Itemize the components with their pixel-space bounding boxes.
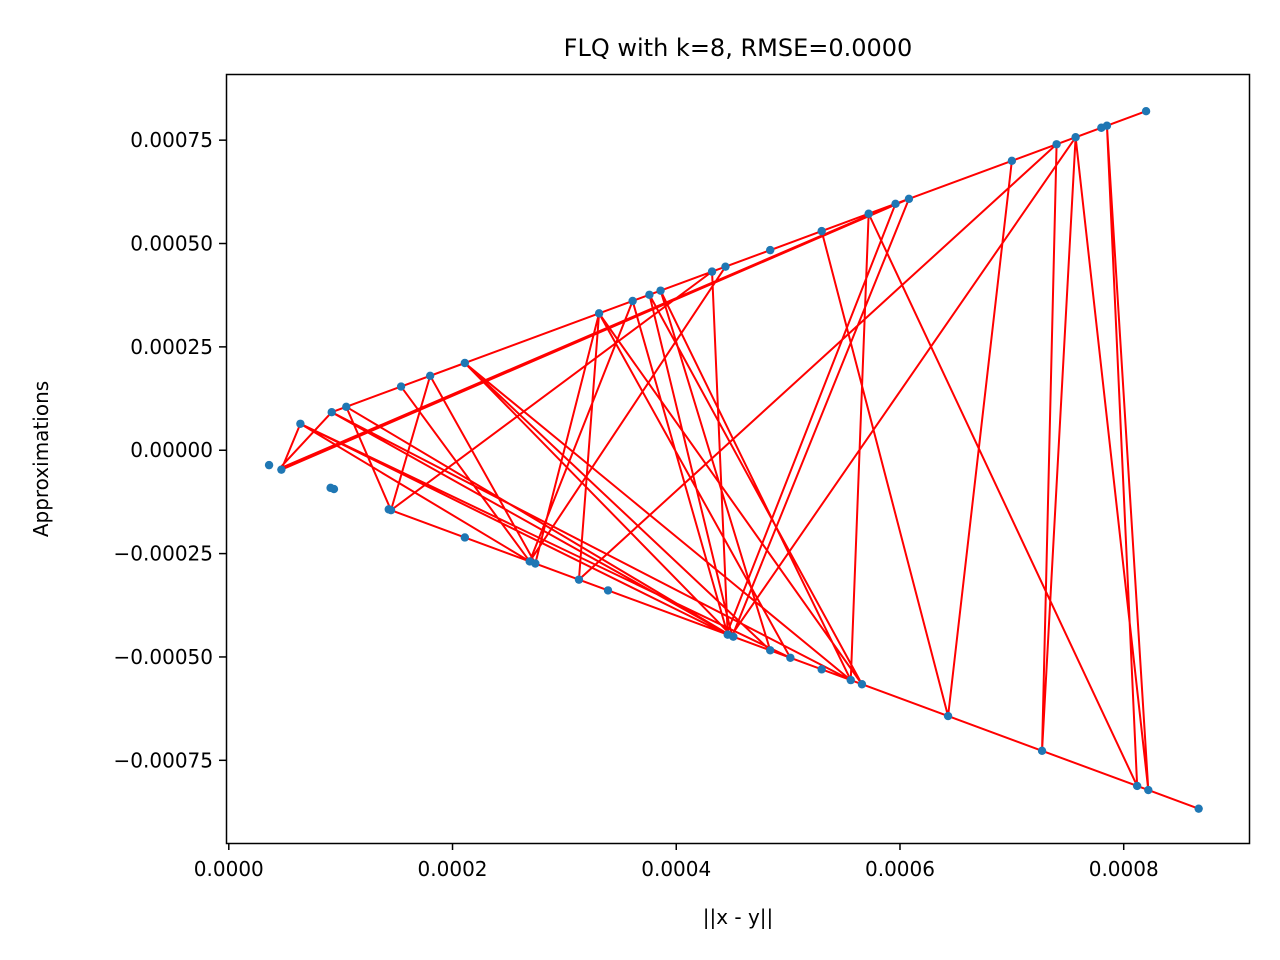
x-axis-label: ||x - y|| [703,905,774,929]
data-point [1097,123,1106,132]
data-point [786,653,795,662]
plot-frame [225,73,1251,845]
data-point [766,245,775,255]
data-point [603,586,613,595]
data-point [721,262,730,271]
y-tick-label: 0.00000 [130,438,213,462]
data-point [645,290,654,299]
data-point [396,382,406,391]
x-tick-label: 0.0008 [1089,857,1159,881]
plot-points [264,107,1203,813]
data-point [384,505,393,514]
y-ticks: 0.00075 0.00050 0.00025 0.00000 −0.00025 −0.0… [114,128,226,772]
data-point [327,407,336,417]
data-point [1037,746,1047,755]
data-point [904,194,914,204]
x-tick-label: 0.0004 [641,857,711,881]
data-point [326,483,335,493]
x-tick-label: 0.0002 [418,857,488,881]
y-tick-label: −0.00075 [114,748,213,772]
data-point [296,419,305,428]
data-point [864,209,873,218]
y-tick-label: −0.00025 [114,542,213,566]
data-point [1007,156,1017,166]
data-point [277,465,286,474]
data-point [857,680,867,689]
data-point [264,460,274,470]
y-tick-label: 0.00025 [130,335,213,359]
data-point [460,533,470,542]
y-axis-label: Approximations [29,381,53,537]
data-point [766,646,775,655]
data-point [707,267,717,276]
x-ticks: 0.0000 0.0002 0.0004 0.0006 0.0008 [194,843,1159,881]
data-point [943,711,953,721]
data-point [574,575,584,584]
data-point [1071,133,1080,142]
data-point [656,286,665,295]
y-tick-label: 0.00075 [130,128,213,152]
data-point [342,402,351,412]
data-point [628,296,637,306]
data-point [425,371,435,381]
data-point [1141,107,1151,116]
data-point [729,632,738,641]
y-tick-label: −0.00050 [114,645,213,669]
x-tick-label: 0.0000 [194,857,264,881]
data-point [1132,781,1142,791]
data-point [1144,785,1153,795]
data-point [1194,804,1203,813]
chart-title: FLQ with k=8, RMSE=0.0000 [564,34,913,62]
data-point [891,199,900,209]
data-point [594,309,604,318]
data-point [817,665,826,674]
data-point [1052,140,1061,149]
data-point [817,226,826,236]
x-tick-label: 0.0006 [865,857,935,881]
y-tick-label: 0.00050 [130,232,213,256]
data-point [531,559,540,568]
data-point [460,358,470,368]
data-point [846,675,855,685]
